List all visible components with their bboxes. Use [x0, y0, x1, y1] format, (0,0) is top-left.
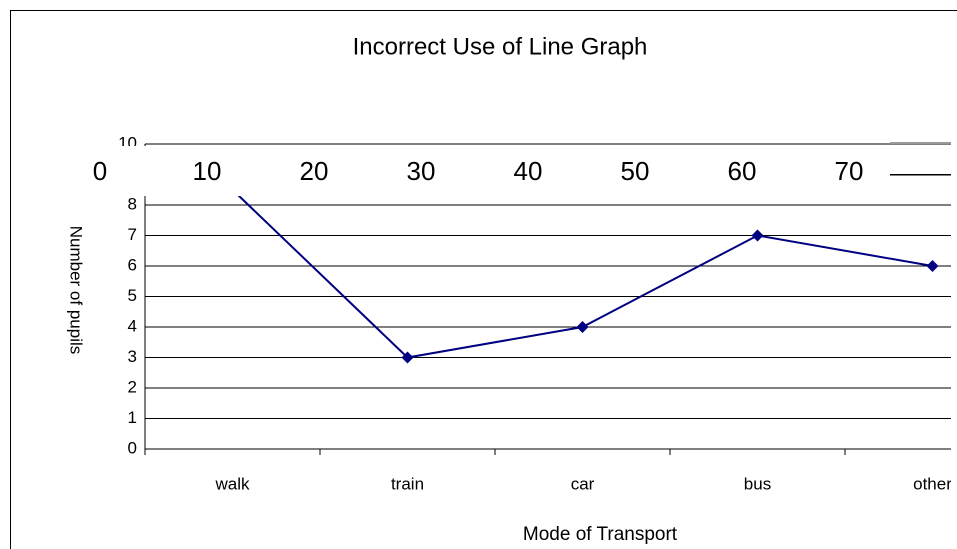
stray-label: 60	[728, 156, 757, 186]
stray-label: 30	[407, 156, 436, 186]
stray-label: 10	[193, 156, 222, 186]
stray-label: 20	[300, 156, 329, 186]
x-tick-label: car	[571, 474, 595, 493]
y-tick-label: 3	[128, 347, 137, 366]
stray-label: 40	[514, 156, 543, 186]
stray-label: 0	[93, 156, 107, 186]
data-point	[926, 260, 939, 272]
overlay-band	[60, 146, 890, 196]
data-point	[576, 321, 589, 333]
y-axis-label: Number of pupils	[67, 226, 86, 355]
x-tick-label: train	[391, 474, 424, 493]
chart-border	[10, 10, 957, 549]
y-tick-label: 2	[128, 377, 137, 396]
x-tick-label: bus	[744, 474, 771, 493]
chart-title: Incorrect Use of Line Graph	[353, 33, 648, 60]
x-tick-label: other	[913, 474, 952, 493]
x-axis-label: Mode of Transport	[523, 524, 678, 545]
y-tick-label: 1	[128, 408, 137, 427]
y-tick-label: 5	[128, 286, 137, 305]
data-point	[401, 351, 414, 364]
y-tick-label: 6	[128, 255, 137, 274]
y-tick-label: 7	[128, 225, 137, 244]
x-tick-label: walk	[214, 474, 250, 493]
stray-label: 50	[621, 156, 650, 186]
y-tick-label: 4	[128, 316, 137, 335]
data-point	[751, 229, 764, 242]
y-tick-label: 8	[128, 194, 137, 213]
stray-label: 70	[835, 156, 864, 186]
y-tick-label: 0	[128, 438, 137, 457]
